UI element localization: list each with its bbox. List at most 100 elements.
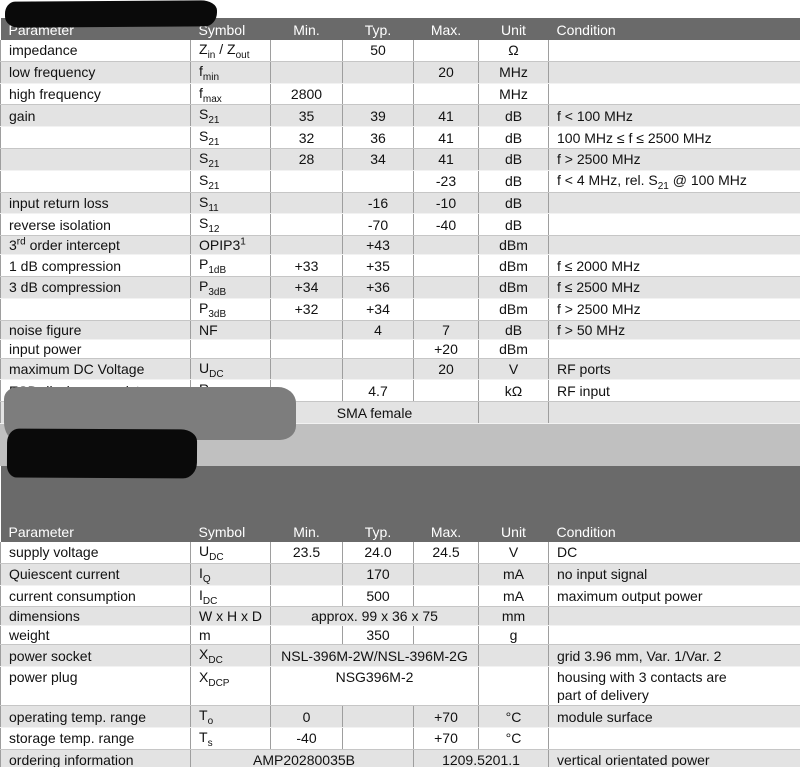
cell bbox=[342, 727, 414, 750]
cell: +70 bbox=[413, 727, 479, 750]
cell bbox=[270, 170, 343, 193]
cell: 41 bbox=[413, 126, 479, 149]
cell: 350 bbox=[342, 625, 414, 646]
cell: impedance bbox=[0, 40, 191, 62]
cell bbox=[413, 40, 479, 62]
table-row: P3dB +32 +34 dBm f > 2500 MHz bbox=[0, 298, 800, 321]
cell bbox=[548, 606, 800, 627]
table-row: 1 dB compression P1dB +33 +35 dBm f ≤ 2000 MH… bbox=[0, 254, 800, 277]
cell bbox=[548, 625, 800, 646]
cell: 41 bbox=[413, 104, 479, 128]
subscript: DC bbox=[209, 551, 224, 563]
cell: mA bbox=[478, 563, 549, 586]
cell: V bbox=[478, 541, 549, 564]
cell: -23 bbox=[413, 170, 479, 193]
cell: 0 bbox=[270, 705, 343, 728]
cell: dBm bbox=[478, 276, 549, 299]
cell bbox=[190, 339, 271, 359]
cell: +34 bbox=[270, 276, 343, 299]
subscript: 11 bbox=[208, 202, 219, 214]
table-row: supply voltage UDC 23.5 24.0 24.5 V DC bbox=[0, 541, 800, 564]
cell: +34 bbox=[342, 298, 414, 321]
cell bbox=[270, 585, 343, 608]
cell: 500 bbox=[342, 585, 414, 608]
cell: f > 50 MHz bbox=[548, 320, 800, 340]
cell: Ω bbox=[478, 40, 549, 62]
cell: NSG396M-2 bbox=[270, 666, 479, 707]
cell: maximum output power bbox=[548, 585, 800, 608]
cell: f < 4 MHz, rel. S21 @ 100 MHz bbox=[548, 170, 800, 193]
cell bbox=[270, 61, 343, 84]
cell bbox=[548, 40, 800, 62]
cell: operating temp. range bbox=[0, 705, 191, 728]
subscript: min bbox=[202, 71, 220, 83]
column-header-unit: Unit bbox=[478, 465, 549, 542]
column-header-parameter: Parameter bbox=[0, 465, 191, 542]
cell: grid 3.96 mm, Var. 1/Var. 2 bbox=[548, 644, 800, 668]
cell bbox=[548, 192, 800, 215]
table-row: current consumption IDC 500 mA maximum outpu… bbox=[0, 585, 800, 608]
cell bbox=[342, 83, 414, 106]
cell: f ≤ 2500 MHz bbox=[548, 276, 800, 299]
cell bbox=[270, 625, 343, 646]
cell: MHz bbox=[478, 61, 549, 84]
cell: 170 bbox=[342, 563, 414, 586]
cell bbox=[413, 379, 479, 403]
cell bbox=[270, 235, 343, 256]
cell: 28 bbox=[270, 148, 343, 171]
table-row: weight m 350 g bbox=[0, 625, 800, 646]
cell: +32 bbox=[270, 298, 343, 321]
table-row: power socket XDC NSL-396M-2W/NSL-396M-2G gr… bbox=[0, 644, 800, 668]
redacted-section-title-blob bbox=[4, 0, 218, 28]
cell: S21 bbox=[190, 170, 271, 193]
cell: +33 bbox=[270, 254, 343, 277]
cell: S21 bbox=[190, 104, 271, 128]
cell: dB bbox=[478, 320, 549, 340]
cell: S11 bbox=[190, 192, 271, 215]
cell: maximum DC Voltage bbox=[0, 358, 191, 381]
cell: S12 bbox=[190, 213, 271, 237]
column-header-condition: Condition bbox=[548, 18, 800, 40]
subscript: DC bbox=[208, 655, 223, 667]
cell bbox=[270, 358, 343, 381]
cell: weight bbox=[0, 625, 191, 646]
cell: fmax bbox=[190, 83, 271, 106]
column-header-max: Max. bbox=[413, 18, 479, 40]
general-specifications-table: Parameter Symbol Min. Typ. Max. Unit Condition… bbox=[0, 465, 800, 767]
column-header-min: Min. bbox=[270, 18, 343, 40]
table-row: storage temp. range Ts -40 +70 °C bbox=[0, 727, 800, 750]
cell bbox=[548, 83, 800, 106]
superscript: rd bbox=[16, 236, 26, 248]
cell: fmin bbox=[190, 61, 271, 84]
cell: -40 bbox=[413, 213, 479, 237]
cell: +43 bbox=[342, 235, 414, 256]
cell: mA bbox=[478, 585, 549, 608]
cell: ordering information bbox=[0, 749, 191, 767]
cell: P3dB bbox=[190, 276, 271, 299]
cell: OPIP31 bbox=[190, 235, 271, 256]
cell bbox=[342, 61, 414, 84]
cell bbox=[413, 563, 479, 586]
cell: 4.7 bbox=[342, 379, 414, 403]
cell: 41 bbox=[413, 148, 479, 171]
table-row: low frequency fmin 20 MHz bbox=[0, 61, 800, 84]
cell: dB bbox=[478, 104, 549, 128]
cell: mm bbox=[478, 606, 549, 627]
cell: dBm bbox=[478, 235, 549, 256]
cell: 4 bbox=[342, 320, 414, 340]
cell: 20 bbox=[413, 61, 479, 84]
cell: vertical orientated power connector bbox=[548, 749, 800, 767]
cell: storage temp. range bbox=[0, 727, 191, 750]
cell bbox=[270, 40, 343, 62]
redacted-subsection-title-blob bbox=[6, 428, 198, 479]
cell: SMA female bbox=[270, 401, 479, 424]
cell bbox=[0, 170, 191, 193]
cell: To bbox=[190, 705, 271, 728]
subscript: 3dB bbox=[208, 286, 227, 298]
table-row: power plug XDCP NSG396M-2 housing with 3 co… bbox=[0, 666, 800, 707]
cell bbox=[478, 666, 549, 707]
cell bbox=[413, 625, 479, 646]
cell bbox=[270, 192, 343, 215]
